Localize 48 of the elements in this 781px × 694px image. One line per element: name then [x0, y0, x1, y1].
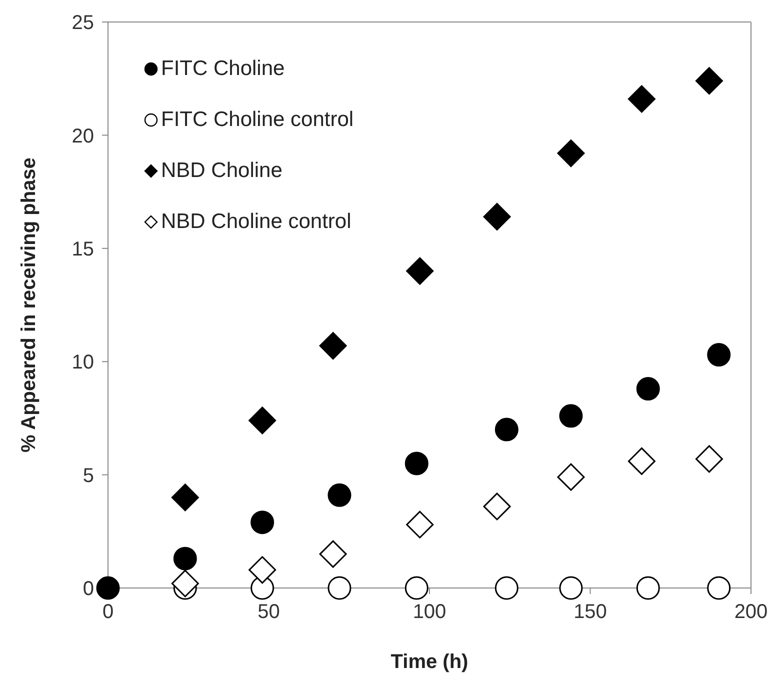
x-tick-label: 0: [102, 601, 114, 624]
y-tick-label: 5: [82, 464, 94, 487]
point: [707, 343, 731, 367]
point: [404, 452, 428, 476]
x-tick-label: 200: [734, 601, 768, 624]
legend-label: NBD Choline control: [161, 209, 352, 235]
legend-label: FITC Choline control: [161, 107, 354, 133]
point: [319, 332, 347, 360]
point: [171, 484, 199, 512]
point: [319, 540, 347, 568]
point: [559, 576, 583, 600]
point: [406, 510, 434, 538]
legend-label: FITC Choline: [161, 56, 285, 82]
point: [171, 570, 199, 598]
point: [250, 510, 274, 534]
point: [248, 556, 276, 584]
point: [628, 85, 656, 113]
point: [173, 546, 197, 570]
x-tick-label: 50: [258, 601, 280, 624]
point: [404, 576, 428, 600]
point: [96, 576, 120, 600]
x-tick-label: 150: [574, 601, 607, 624]
point: [248, 406, 276, 434]
point: [406, 257, 434, 285]
point: [494, 418, 518, 442]
x-axis-title: Time (h): [390, 651, 468, 673]
y-tick-label: 15: [72, 238, 94, 260]
point: [494, 576, 518, 600]
y-tick-label: 25: [72, 12, 94, 34]
point: [483, 202, 511, 230]
point: [695, 445, 723, 473]
y-tick-label: 10: [72, 352, 94, 374]
point: [628, 447, 656, 475]
point: [557, 140, 585, 168]
x-tick-label: 100: [412, 601, 446, 624]
point: [636, 377, 660, 401]
y-axis-title: % Appeared in receiving phase: [18, 158, 40, 452]
point: [328, 576, 352, 600]
point: [695, 67, 723, 95]
legend-label: NBD Choline: [161, 158, 282, 184]
y-tick-label: 0: [82, 578, 94, 600]
y-tick-label: 20: [72, 125, 94, 148]
point: [483, 492, 511, 520]
point: [559, 404, 583, 428]
point: [328, 483, 352, 507]
point: [707, 576, 731, 600]
point: [557, 463, 585, 491]
point: [636, 576, 660, 600]
